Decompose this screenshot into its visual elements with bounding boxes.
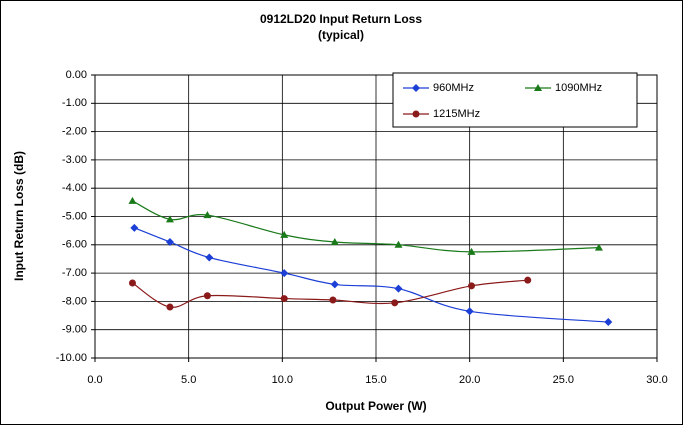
marker — [280, 269, 289, 278]
x-tick-label: 25.0 — [553, 374, 574, 386]
x-tick-label: 30.0 — [646, 374, 667, 386]
marker — [391, 299, 399, 307]
marker — [468, 282, 476, 290]
marker — [594, 243, 603, 251]
y-tick-label: -4.00 — [62, 182, 87, 194]
x-tick-label: 20.0 — [459, 374, 480, 386]
marker — [128, 196, 137, 204]
y-tick-label: -8.00 — [62, 295, 87, 307]
series-line — [132, 200, 599, 253]
x-axis-label: Output Power (W) — [325, 399, 426, 413]
marker — [329, 296, 337, 304]
x-tick-label: 10.0 — [272, 374, 293, 386]
marker — [203, 292, 211, 300]
y-tick-label: -6.00 — [62, 239, 87, 251]
legend-marker — [412, 110, 420, 118]
series-line — [132, 279, 528, 308]
legend-label: 960MHz — [433, 82, 474, 94]
marker — [166, 303, 174, 311]
marker — [330, 280, 339, 289]
y-tick-label: -3.00 — [62, 154, 87, 166]
y-tick-label: 0.00 — [66, 69, 87, 81]
x-tick-label: 0.0 — [87, 374, 102, 386]
y-tick-label: -5.00 — [62, 210, 87, 222]
marker — [394, 240, 403, 248]
marker — [203, 211, 212, 219]
y-tick-label: -7.00 — [62, 267, 87, 279]
legend-label: 1090MHz — [555, 82, 602, 94]
marker — [467, 247, 476, 255]
y-tick-label: -10.00 — [56, 352, 87, 364]
x-tick-label: 15.0 — [365, 374, 386, 386]
marker — [165, 215, 174, 223]
marker — [165, 237, 174, 246]
legend-box — [392, 72, 638, 128]
y-axis-label: Input Return Loss (dB) — [12, 151, 26, 281]
y-tick-label: -9.00 — [62, 324, 87, 336]
marker — [394, 284, 403, 293]
legend-marker — [534, 84, 542, 91]
marker — [330, 237, 339, 245]
chart-title: 0912LD20 Input Return Loss — [260, 12, 422, 26]
y-tick-label: -1.00 — [62, 97, 87, 109]
marker — [604, 318, 613, 327]
chart-subtitle: (typical) — [318, 28, 364, 42]
marker — [280, 295, 288, 303]
marker — [465, 307, 474, 316]
x-tick-label: 5.0 — [181, 374, 196, 386]
legend-marker — [412, 84, 420, 92]
marker — [280, 230, 289, 238]
marker — [524, 276, 532, 284]
legend-label: 1215MHz — [433, 108, 480, 120]
y-tick-label: -2.00 — [62, 126, 87, 138]
marker — [128, 279, 136, 287]
marker — [130, 223, 139, 232]
marker — [205, 253, 214, 262]
